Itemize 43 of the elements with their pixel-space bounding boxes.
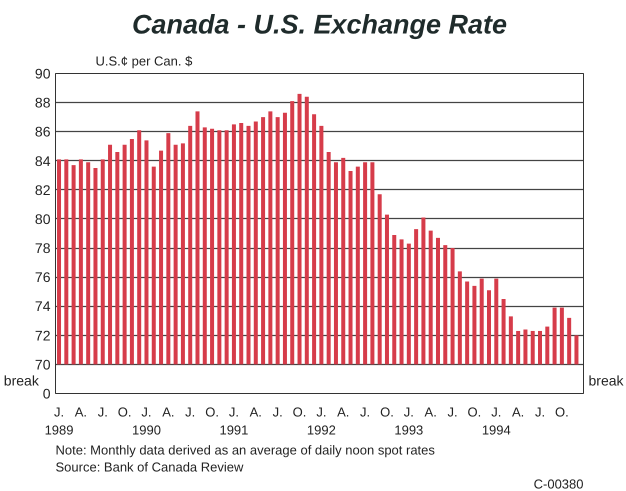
y-tick-label: 86 (34, 124, 51, 140)
x-tick-label: J. 1992 (306, 404, 336, 438)
x-tick-label: J. 1993 (394, 404, 424, 438)
text: C-00380 (534, 476, 584, 491)
x-tick-label: J. 1994 (482, 404, 511, 438)
x-tick-label: O. (380, 404, 394, 420)
x-tick-label: O. (292, 404, 306, 420)
x-tick-label: A. (512, 404, 524, 420)
x-tick-label: J. 1990 (132, 404, 161, 438)
y-tick-label: 74 (34, 298, 51, 314)
text: Note: Monthly data derived as an average of daily noon spot rates (56, 442, 436, 458)
x-tick-label: O. (205, 404, 219, 420)
x-tick-label: O. (468, 404, 482, 420)
y-tick-label: 76 (34, 269, 51, 286)
x-tick-label: J. (448, 404, 458, 420)
x-tick-label: J. (185, 404, 196, 420)
y-tick-label: 80 (34, 210, 51, 227)
y-tick-label: 90 (34, 66, 51, 82)
text: 0 (42, 386, 51, 402)
text: break (588, 372, 625, 388)
text: break (4, 372, 40, 388)
x-tick-label: A. (74, 404, 88, 420)
x-tick-label: J. (360, 404, 370, 420)
x-tick-label: J. (98, 404, 108, 420)
y-tick-label: 72 (34, 327, 51, 344)
x-tick-label: J. (534, 404, 546, 420)
chart-title: Canada - U.S. Exchange Rate (132, 10, 508, 40)
x-tick-label: O. (555, 404, 569, 420)
source-note: Source: Bank of Canada Review (56, 460, 244, 474)
x-tick-label: A. (424, 404, 437, 420)
x-tick-label: A. (162, 404, 174, 420)
y-tick-label: 82 (34, 182, 51, 198)
y-axis-title: U.S.¢ per Can. $ (96, 54, 194, 68)
y-tick-label: 70 (34, 356, 51, 372)
x-tick-label: A. (250, 404, 262, 420)
x-tick-label: O. (118, 404, 132, 420)
y-tick-label: 78 (34, 240, 51, 256)
x-tick-label: A. (337, 404, 350, 420)
x-tick-label: J. 1989 (44, 404, 74, 438)
y-tick-label: 84 (34, 152, 51, 169)
y-tick-label: 88 (34, 94, 51, 111)
x-tick-label: J. (272, 404, 283, 420)
x-tick-label: J. 1991 (219, 404, 248, 438)
